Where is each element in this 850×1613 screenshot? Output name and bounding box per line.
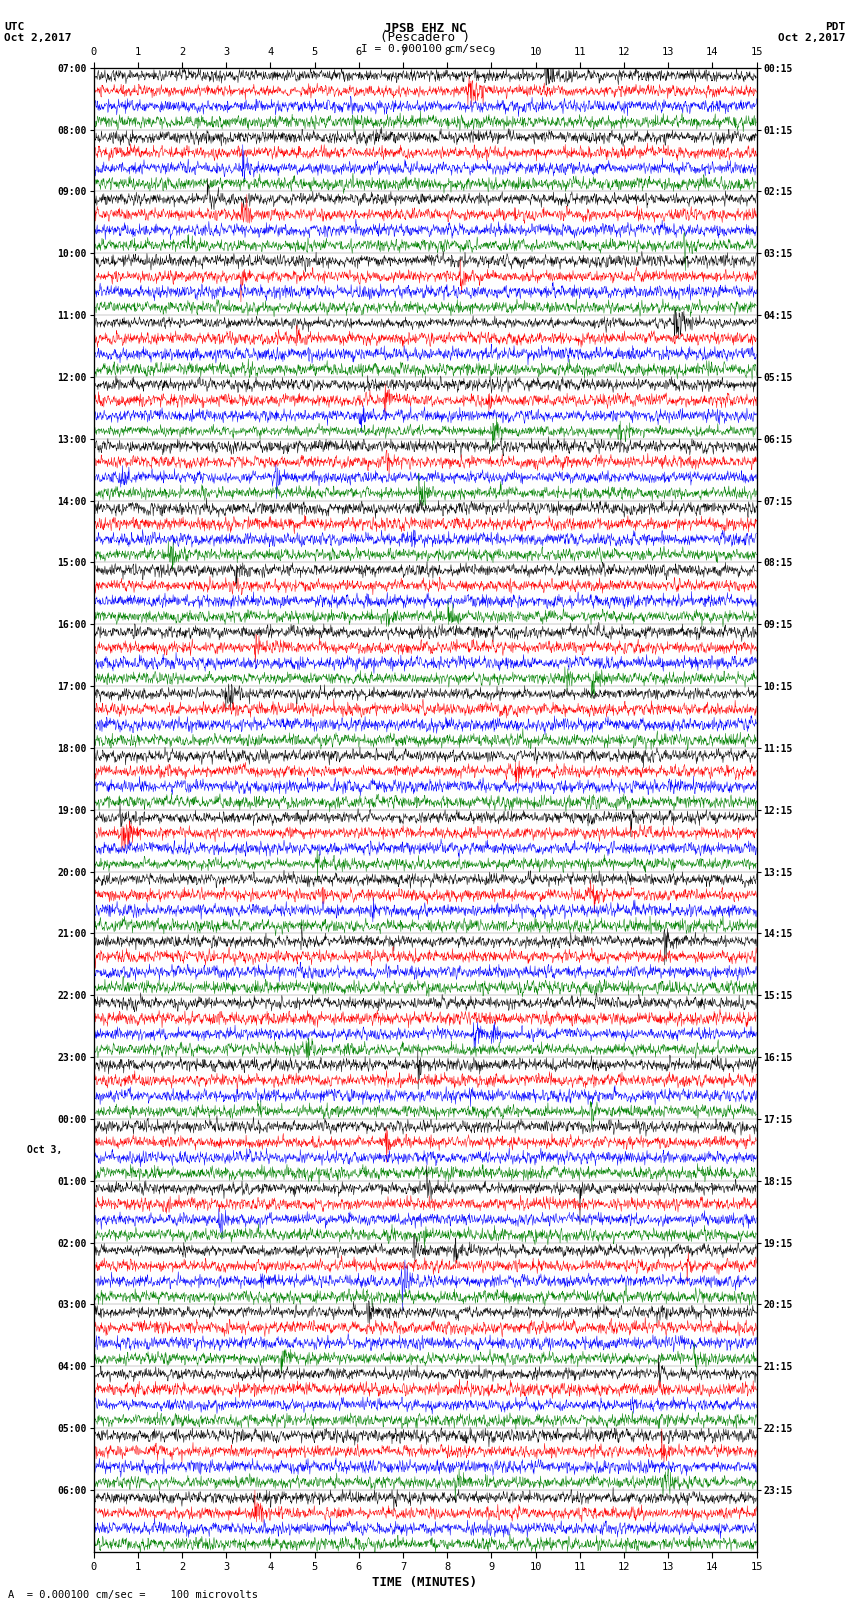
Text: PDT: PDT bbox=[825, 23, 846, 32]
Text: (Pescadero ): (Pescadero ) bbox=[380, 31, 470, 44]
Text: A  = 0.000100 cm/sec =    100 microvolts: A = 0.000100 cm/sec = 100 microvolts bbox=[8, 1590, 258, 1600]
X-axis label: TIME (MINUTES): TIME (MINUTES) bbox=[372, 1576, 478, 1589]
Text: UTC: UTC bbox=[4, 23, 25, 32]
Text: Oct 3,: Oct 3, bbox=[27, 1145, 63, 1155]
Text: I = 0.000100 cm/sec: I = 0.000100 cm/sec bbox=[361, 44, 489, 53]
Text: Oct 2,2017: Oct 2,2017 bbox=[4, 32, 71, 44]
Text: Oct 2,2017: Oct 2,2017 bbox=[779, 32, 846, 44]
Text: JPSB EHZ NC: JPSB EHZ NC bbox=[383, 21, 467, 35]
